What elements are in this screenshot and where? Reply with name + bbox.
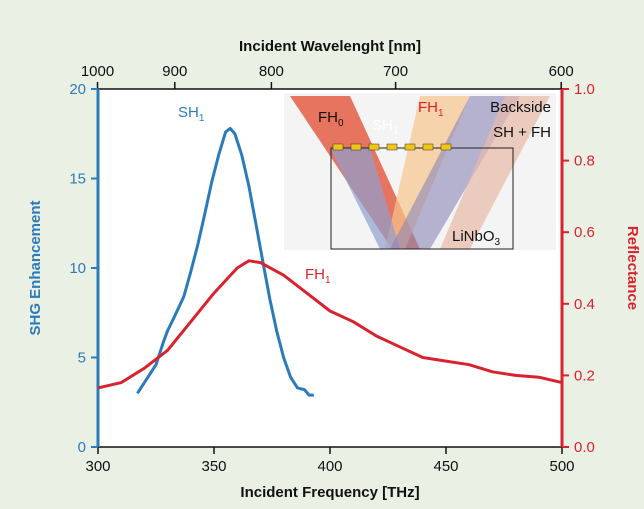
crystal — [330, 147, 514, 250]
annotation: FH0 — [318, 109, 344, 129]
x2-tick-label: 800 — [259, 63, 284, 80]
x-tick-label: 400 — [317, 458, 342, 475]
y2-tick-label: 0.4 — [574, 296, 595, 313]
x-tick-label: 500 — [549, 458, 574, 475]
y-tick-label: 20 — [69, 81, 86, 98]
x-tick-label: 350 — [201, 458, 226, 475]
x2-tick-label: 600 — [549, 63, 574, 80]
x2-tick-label: 700 — [383, 63, 408, 80]
inset — [284, 93, 556, 250]
sh1-beam — [330, 148, 400, 249]
annotation: SH1 — [372, 117, 399, 137]
annotation: SH + FH — [493, 124, 551, 141]
y2-tick-label: 0.8 — [574, 153, 595, 170]
series-label-sub: 1 — [325, 275, 331, 286]
annotation: LiNbO3 — [452, 228, 501, 248]
backside-fh-beam — [440, 96, 550, 249]
series-label-sub: 1 — [199, 113, 205, 124]
y2-axis-title: Reflectance — [624, 226, 641, 310]
y-tick-label: 15 — [69, 171, 86, 188]
series-line — [136, 126, 314, 397]
x-axis-title: Incident Frequency [THz] — [240, 484, 419, 501]
x-tick-label: 450 — [433, 458, 458, 475]
y2-tick-label: 0.6 — [574, 224, 595, 241]
x2-tick-label: 1000 — [81, 63, 114, 80]
annotation: FH1 — [418, 99, 444, 119]
y2-tick-label: 0.2 — [574, 367, 595, 384]
y-tick-label: 0 — [78, 439, 86, 456]
y-tick-label: 5 — [78, 350, 86, 367]
series-label-name: FH — [305, 266, 325, 283]
grating — [332, 143, 452, 151]
series-label: SH1 — [178, 104, 205, 124]
x2-axis-title: Incident Wavelenght [nm] — [239, 38, 421, 55]
fh1-beam — [385, 96, 470, 249]
y2-tick-label: 1.0 — [574, 81, 595, 98]
series-label-name: SH — [178, 104, 199, 121]
annotation: Backside — [490, 99, 551, 116]
y-tick-label: 10 — [69, 260, 86, 277]
x-tick-label: 300 — [85, 458, 110, 475]
series-line — [97, 259, 563, 390]
y-axis-title: SHG Enhancement — [27, 200, 44, 335]
backside-sh-beam — [390, 96, 520, 249]
x2-tick-label: 900 — [162, 63, 187, 80]
series-label: FH1 — [305, 266, 331, 286]
y2-tick-label: 0.0 — [574, 439, 595, 456]
